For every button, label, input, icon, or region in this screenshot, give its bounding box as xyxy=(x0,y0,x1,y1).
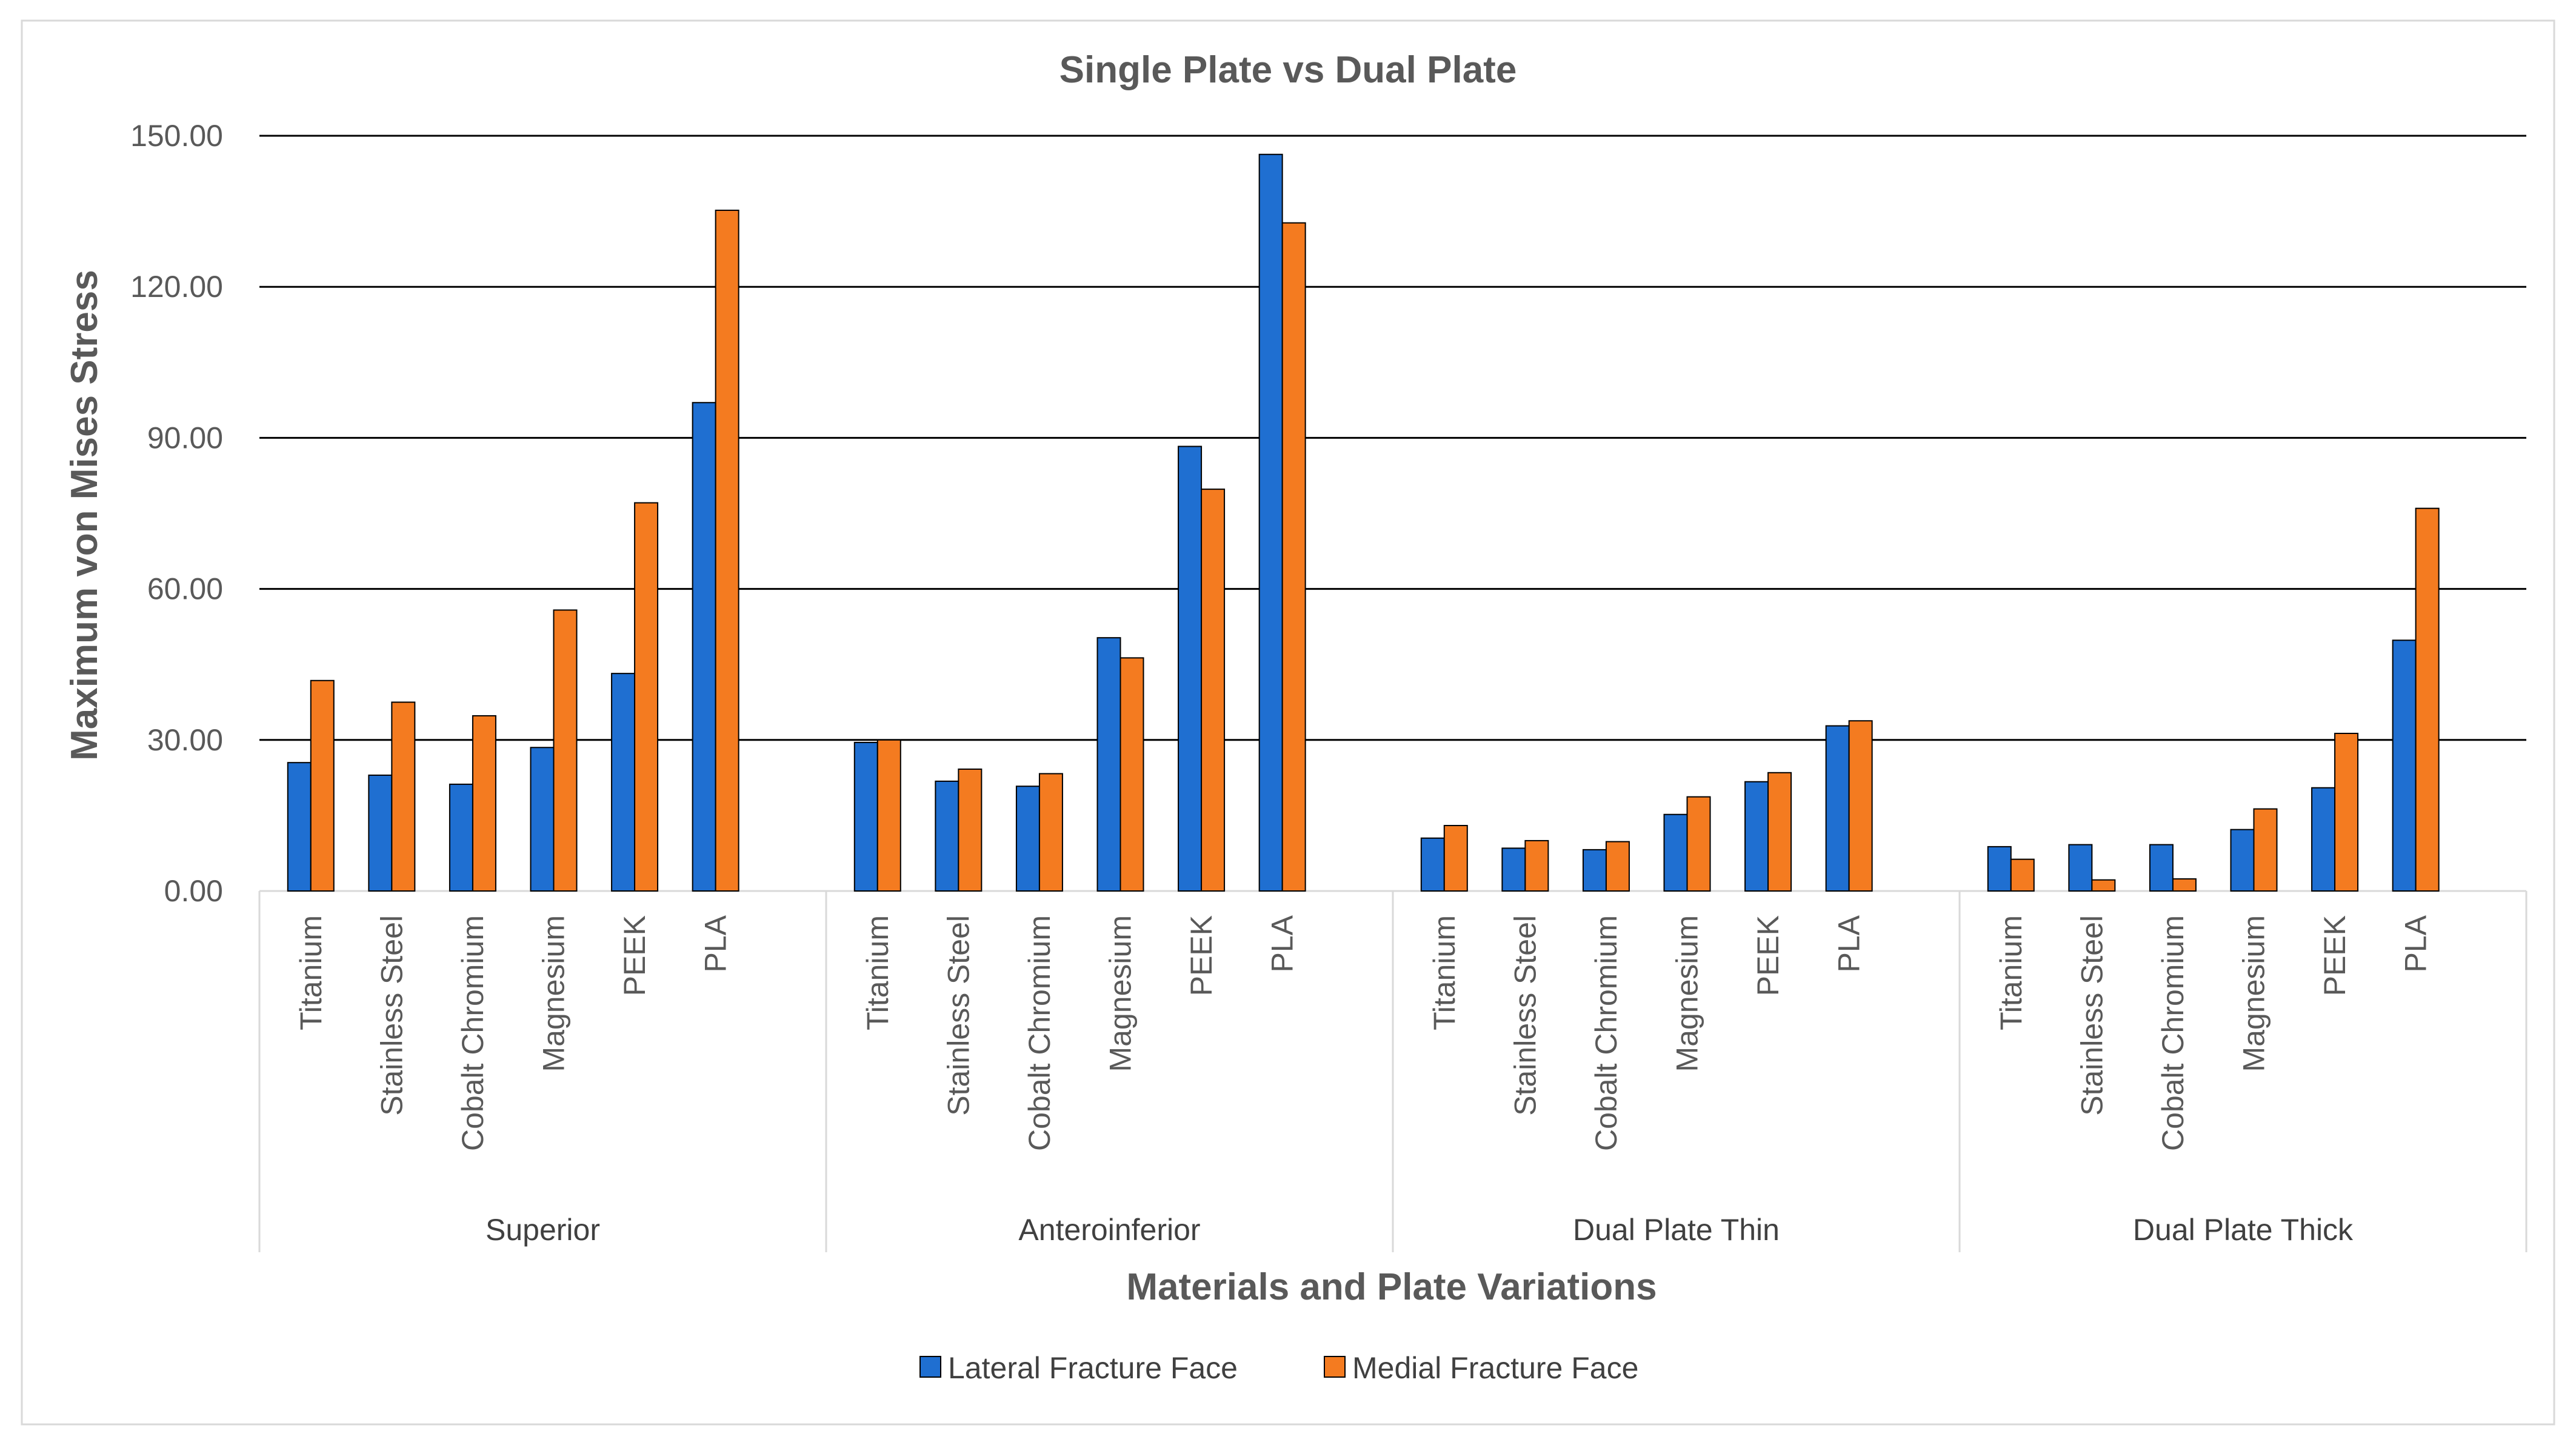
chart-title: Single Plate vs Dual Plate xyxy=(1059,49,1517,91)
legend-label-lateral: Lateral Fracture Face xyxy=(948,1351,1238,1385)
legend-swatch-lateral xyxy=(919,1356,941,1378)
bar-medial xyxy=(1605,841,1630,892)
bar-lateral xyxy=(368,774,393,892)
x-category-label: PLA xyxy=(1266,915,1300,972)
bars xyxy=(287,153,2440,892)
bar-medial xyxy=(876,739,901,892)
x-category-label: PLA xyxy=(2399,915,2433,972)
bar-medial xyxy=(715,209,739,892)
legend: Lateral Fracture Face Medial Fracture Fac… xyxy=(919,1351,1638,1385)
y-tick-label: 0.00 xyxy=(164,874,223,908)
legend-label-medial: Medial Fracture Face xyxy=(1352,1351,1638,1385)
bar-lateral xyxy=(2392,639,2417,892)
x-category-label: Magnesium xyxy=(1670,915,1704,1072)
bar-lateral xyxy=(1663,813,1688,892)
x-category-label: PEEK xyxy=(618,915,652,996)
x-category-label: Cobalt Chromium xyxy=(1589,915,1623,1151)
bar-lateral xyxy=(1258,153,1283,892)
bar-medial xyxy=(1281,222,1306,892)
x-category-label: PEEK xyxy=(2318,915,2352,996)
bar-medial xyxy=(2253,808,2278,892)
bar-medial xyxy=(553,609,578,892)
x-category-label: Titanium xyxy=(1427,915,1461,1030)
x-category-label: PLA xyxy=(1832,915,1866,972)
x-group-label: Anteroinferior xyxy=(1018,1213,1200,1247)
bar-lateral xyxy=(449,783,473,892)
bar-lateral xyxy=(692,402,716,892)
bar-medial xyxy=(391,701,416,892)
bar-lateral xyxy=(1825,725,1850,892)
bar-medial xyxy=(1443,825,1468,892)
x-category-label: Stainless Steel xyxy=(941,915,975,1116)
x-category-label: Stainless Steel xyxy=(2075,915,2109,1116)
bar-medial xyxy=(1119,657,1144,892)
bar-medial xyxy=(310,679,335,892)
x-category-label: Titanium xyxy=(861,915,895,1030)
bar-lateral xyxy=(1987,846,2012,892)
bar-lateral xyxy=(853,741,878,892)
bar-medial xyxy=(1038,773,1063,892)
x-category-label: Magnesium xyxy=(1104,915,1138,1072)
bar-medial xyxy=(2091,879,2116,892)
y-tick-label: 150.00 xyxy=(130,119,223,153)
bar-lateral xyxy=(1096,637,1121,892)
bar-medial xyxy=(1686,796,1711,892)
bar-lateral xyxy=(935,780,959,892)
x-group-label: Dual Plate Thick xyxy=(2133,1213,2354,1247)
y-axis-title: Maximum von Mises Stress xyxy=(64,270,105,761)
bar-lateral xyxy=(1420,837,1445,892)
x-category-label: PEEK xyxy=(1751,915,1785,996)
chart-border xyxy=(21,19,2555,1426)
bar-lateral xyxy=(2230,829,2255,892)
x-category-label: Cobalt Chromium xyxy=(456,915,490,1151)
bar-medial xyxy=(1848,720,1873,892)
y-tick-label: 30.00 xyxy=(147,723,223,757)
x-category-label: Titanium xyxy=(1994,915,2028,1030)
y-tick-label: 120.00 xyxy=(130,270,223,304)
x-group-label: Dual Plate Thin xyxy=(1573,1213,1780,1247)
bar-lateral xyxy=(2149,844,2174,892)
x-category-label: Magnesium xyxy=(537,915,571,1072)
bar-lateral xyxy=(2311,787,2336,892)
x-axis-title: Materials and Plate Variations xyxy=(1126,1266,1657,1308)
bar-medial xyxy=(472,715,496,892)
y-tick-label: 60.00 xyxy=(147,572,223,606)
y-axis-ticks: 0.00 30.00 60.00 90.00 120.00 150.00 xyxy=(130,119,223,908)
bar-lateral xyxy=(1178,445,1203,892)
x-category-label: PLA xyxy=(699,915,733,972)
x-group-label: Superior xyxy=(486,1213,600,1247)
x-category-label: PEEK xyxy=(1184,915,1218,996)
bar-lateral xyxy=(1744,781,1769,892)
bar-lateral xyxy=(530,747,555,892)
x-category-label: Magnesium xyxy=(2237,915,2271,1072)
bar-lateral xyxy=(1501,847,1526,892)
bar-medial xyxy=(634,502,659,892)
legend-swatch-medial xyxy=(1324,1356,1346,1378)
x-category-label: Cobalt Chromium xyxy=(2156,915,2190,1151)
bar-lateral xyxy=(1582,849,1607,892)
bar-medial xyxy=(1524,839,1549,892)
bar-lateral xyxy=(1015,786,1040,892)
y-tick-label: 90.00 xyxy=(147,421,223,455)
bar-medial xyxy=(2334,733,2359,892)
bar-lateral xyxy=(2068,844,2093,892)
x-category-label: Cobalt Chromium xyxy=(1023,915,1056,1151)
bar-lateral xyxy=(611,673,636,892)
x-axis-groups: Superior Anteroinferior Dual Plate Thin Dua… xyxy=(258,891,2528,1252)
x-category-label: Titanium xyxy=(294,915,328,1030)
x-category-label: Stainless Steel xyxy=(1508,915,1542,1116)
bar-medial xyxy=(1201,489,1226,892)
bar-medial xyxy=(2415,507,2440,892)
bar-medial xyxy=(2010,858,2035,892)
x-category-label: Stainless Steel xyxy=(375,915,409,1116)
bar-medial xyxy=(958,768,983,892)
bar-lateral xyxy=(287,762,312,892)
bar-medial xyxy=(1767,772,1792,892)
x-axis-categories: Titanium Stainless Steel Cobalt Chromium Ma… xyxy=(294,915,2433,1151)
bar-medial xyxy=(2172,878,2197,892)
